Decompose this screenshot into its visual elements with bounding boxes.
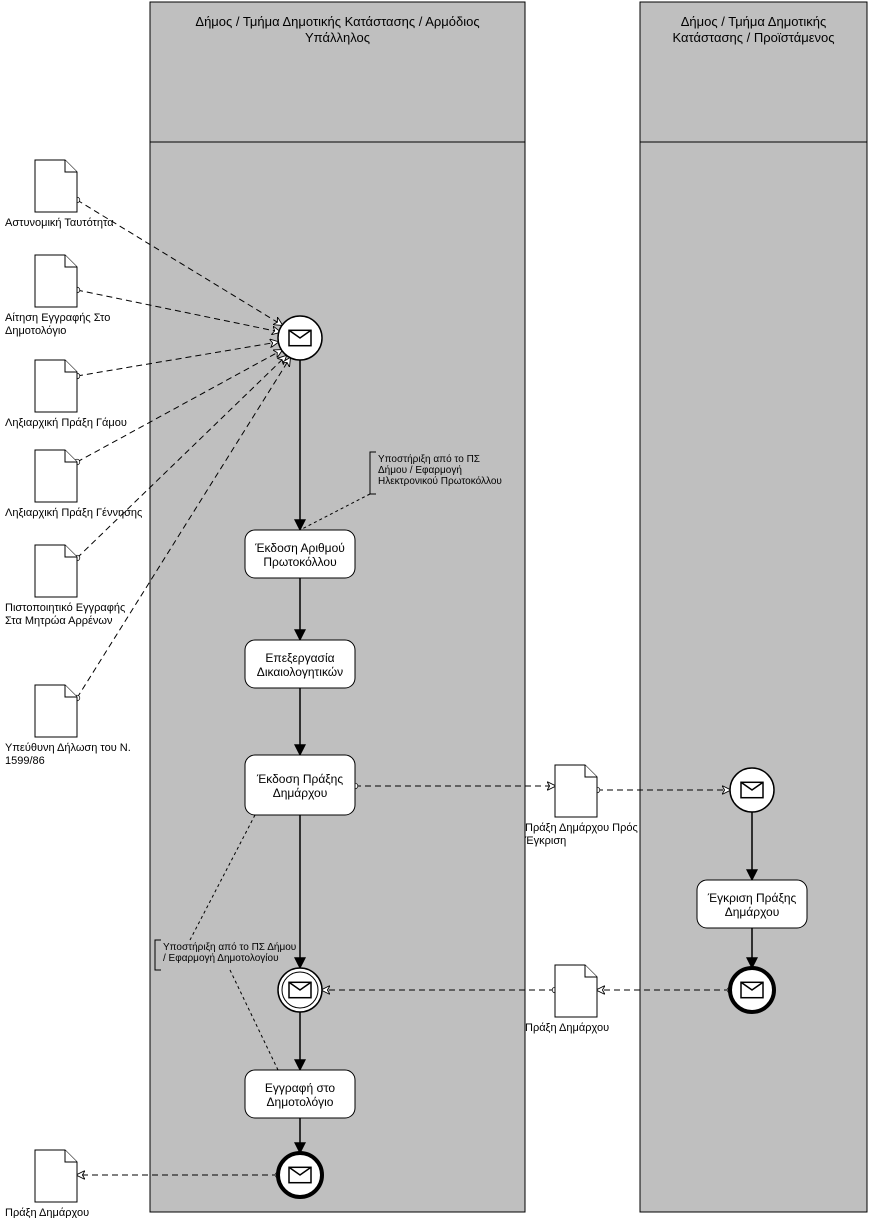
svg-text:ΕπεξεργασίαΔικαιολογητικών: ΕπεξεργασίαΔικαιολογητικών [257,651,343,679]
event-message_end [278,1153,322,1197]
event-message_start [278,316,322,360]
event-message_start [730,768,774,812]
swimlane [640,2,867,1212]
svg-text:Έκδοση ΑριθμούΠρωτοκόλλου: Έκδοση ΑριθμούΠρωτοκόλλου [254,541,345,569]
svg-text:Πράξη Δημάρχου: Πράξη Δημάρχου [525,1022,609,1034]
svg-text:Ληξιαρχική Πράξη Γάμου: Ληξιαρχική Πράξη Γάμου [5,417,127,429]
svg-text:Αίτηση Εγγραφής ΣτοΔημοτολόγιο: Αίτηση Εγγραφής ΣτοΔημοτολόγιο [5,312,110,337]
svg-text:Αστυνομική Ταυτότητα: Αστυνομική Ταυτότητα [5,217,114,229]
svg-text:Ληξιαρχική Πράξη Γέννησης: Ληξιαρχική Πράξη Γέννησης [5,507,142,519]
swimlane [150,2,525,1212]
svg-text:Υπεύθυνη Δήλωση του Ν.1599/86: Υπεύθυνη Δήλωση του Ν.1599/86 [5,742,131,767]
svg-text:Πράξη Δημάρχου: Πράξη Δημάρχου [5,1207,89,1218]
svg-text:Εγγραφή στοΔημοτολόγιο: Εγγραφή στοΔημοτολόγιο [265,1081,336,1109]
event-message_end [730,968,774,1012]
event-message_intermediate [278,968,322,1012]
svg-text:Υποστήριξη από το ΠΣ Δήμου/ Εφ: Υποστήριξη από το ΠΣ Δήμου/ Εφαρμογή Δημ… [163,941,296,964]
svg-text:Πιστοποιητικό ΕγγραφήςΣτα Μητρ: Πιστοποιητικό ΕγγραφήςΣτα Μητρώα Αρρένων [5,602,125,627]
svg-text:Πράξη Δημάρχου ΠρόςΈγκριση: Πράξη Δημάρχου ΠρόςΈγκριση [524,822,638,847]
svg-text:Δήμος / Τμήμα ΔημοτικήςΚατάστα: Δήμος / Τμήμα ΔημοτικήςΚατάστασης / Προϊ… [672,14,834,45]
